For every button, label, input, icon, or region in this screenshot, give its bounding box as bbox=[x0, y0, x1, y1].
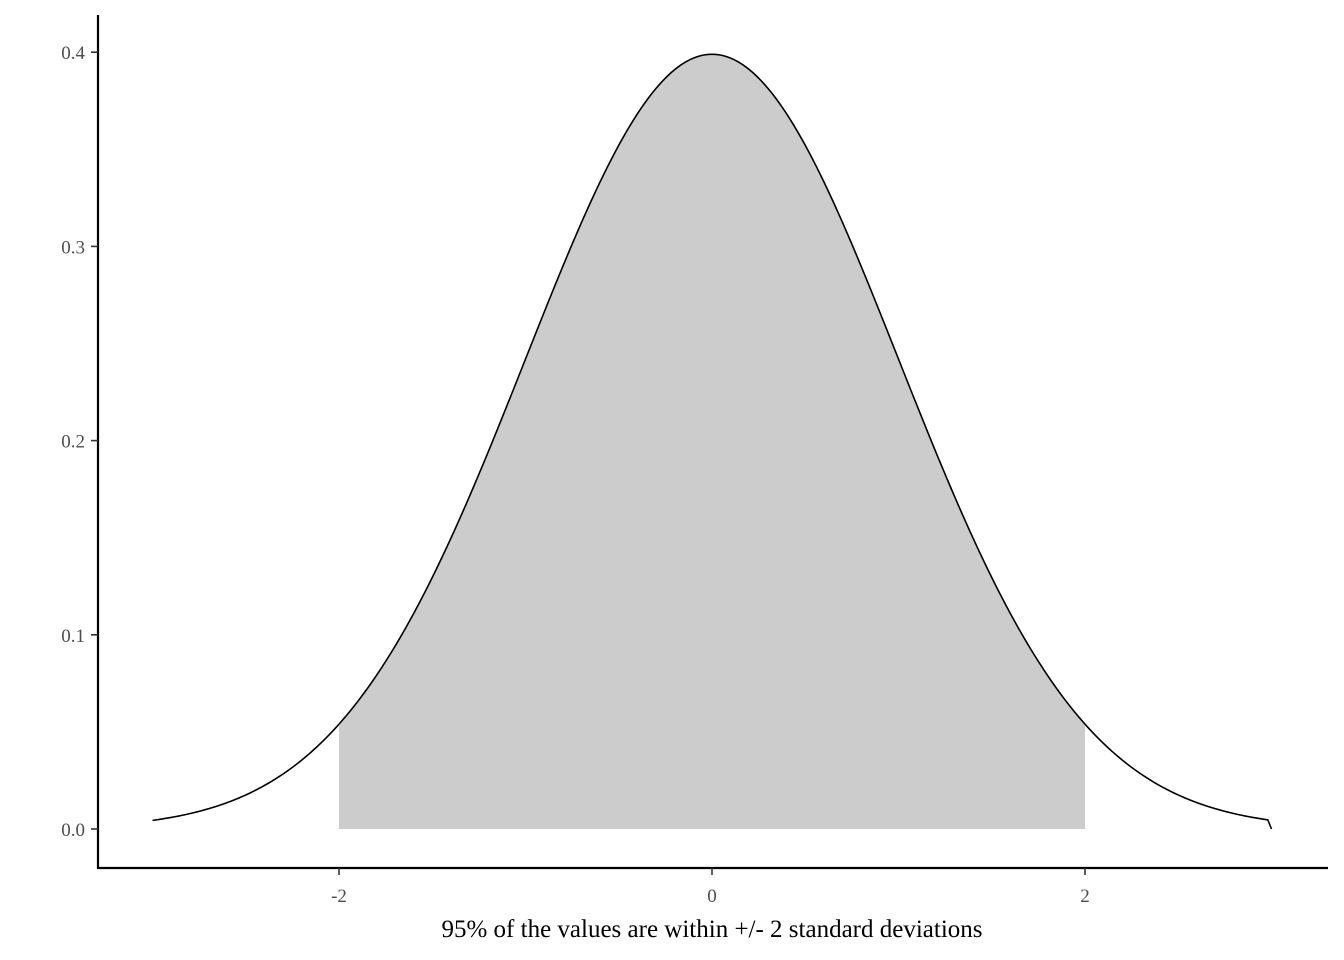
y-tick-label: 0.1 bbox=[61, 626, 85, 647]
shaded-area-within-2-sd bbox=[339, 54, 1085, 829]
plot-area bbox=[152, 53, 1273, 830]
x-axis-ticks: -2 0 2 bbox=[331, 868, 1090, 907]
x-axis-title: 95% of the values are within +/- 2 stand… bbox=[441, 916, 982, 943]
x-tick-label: 0 bbox=[707, 886, 717, 907]
density-curve bbox=[152, 53, 1273, 830]
x-tick-label: -2 bbox=[331, 886, 347, 907]
y-tick-label: 0.4 bbox=[61, 43, 85, 64]
y-tick-label: 0.2 bbox=[61, 432, 85, 453]
y-tick-label: 0.0 bbox=[61, 820, 85, 841]
y-tick-label: 0.3 bbox=[61, 237, 85, 258]
x-tick-label: 2 bbox=[1080, 886, 1090, 907]
y-axis-ticks: 0.0 0.1 0.2 0.3 0.4 bbox=[61, 43, 98, 841]
